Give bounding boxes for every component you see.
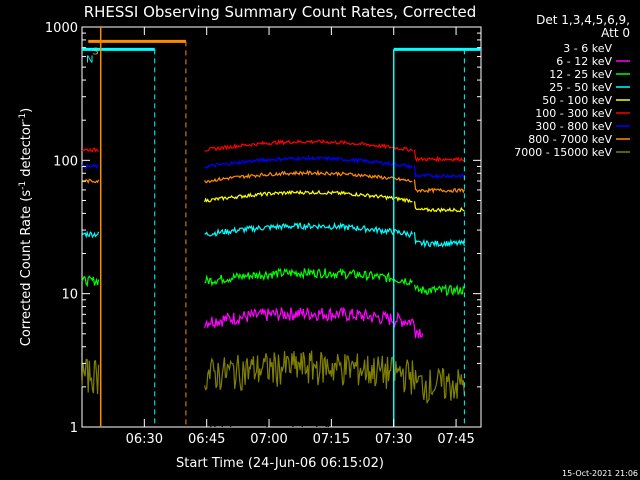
- series-line-5-1: [204, 138, 413, 152]
- legend-label-8: 7000 - 15000 keV: [514, 146, 612, 159]
- series-line-4-1: [413, 201, 465, 213]
- legend-header-2: Att 0: [601, 26, 630, 40]
- series-line-8-0: [81, 358, 100, 395]
- series-line-2-0: [81, 275, 100, 288]
- x-tick-label-4: 07:30: [375, 432, 412, 447]
- legend-label-4: 50 - 100 keV: [542, 94, 612, 107]
- x-tick-label-1: 06:45: [188, 432, 225, 447]
- y-axis-label-main: Corrected Count Rate (s: [19, 190, 34, 347]
- series-line-6-0: [81, 163, 99, 170]
- legend-label-3: 25 - 50 keV: [549, 81, 612, 94]
- series-line-0-0: [208, 374, 335, 428]
- flag-label-0: S: [92, 46, 98, 57]
- y-tick-label-2: 100: [53, 154, 78, 169]
- y-axis-label-end: ): [19, 108, 34, 113]
- y-tick-label-0: 1: [70, 421, 78, 436]
- series-line-7-1: [204, 169, 413, 184]
- legend-header-1: Det 1,3,4,5,6,9,: [536, 13, 630, 27]
- x-axis-label: Start Time (24-Jun-06 06:15:02): [176, 456, 384, 471]
- chart-title: RHESSI Observing Summary Count Rates, Co…: [84, 3, 477, 21]
- legend-label-5: 100 - 300 keV: [535, 107, 612, 120]
- ticks-group: 1 10 100 1000 06:30 06:45 07:00 07:15 07:30 07:45: [45, 21, 481, 447]
- series-line-3-2: [413, 232, 465, 249]
- series-line-2-1: [204, 267, 413, 287]
- legend-label-2: 12 - 25 keV: [549, 68, 612, 81]
- y-tick-label-3: 1000: [45, 21, 78, 36]
- series-line-5-2: [413, 149, 465, 163]
- y-axis-label-mid: detector: [19, 121, 34, 181]
- series-line-2-2: [413, 283, 465, 297]
- legend-label-0: 3 - 6 keV: [563, 42, 612, 55]
- y-axis-label-sup2: -1: [18, 113, 28, 122]
- x-tick-label-0: 06:30: [126, 432, 163, 447]
- y-axis-label-sup1: -1: [18, 181, 28, 190]
- x-tick-label-5: 07:45: [437, 432, 474, 447]
- y-tick-label-1: 10: [61, 288, 78, 303]
- series-line-5-0: [81, 147, 99, 153]
- series-line-6-2: [413, 165, 465, 179]
- legend-label-1: 6 - 12 keV: [556, 55, 612, 68]
- series-group: [81, 138, 465, 428]
- series-line-7-2: [413, 179, 465, 195]
- y-axis-label: Corrected Count Rate (s-1 detector-1): [18, 108, 34, 346]
- series-line-8-1: [204, 350, 465, 404]
- legend-label-6: 300 - 800 keV: [535, 120, 612, 133]
- series-line-3-0: [81, 230, 100, 239]
- flags-group: SN: [82, 27, 481, 427]
- series-line-1-0: [204, 306, 424, 339]
- x-tick-label-2: 07:00: [250, 432, 287, 447]
- series-line-3-1: [204, 221, 413, 238]
- series-line-4-0: [204, 189, 413, 204]
- legend-label-7: 800 - 7000 keV: [528, 133, 612, 146]
- x-tick-label-3: 07:15: [313, 432, 350, 447]
- timestamp: 15-Oct-2021 21:06: [562, 469, 638, 478]
- series-line-6-1: [204, 155, 413, 170]
- series-line-7-0: [81, 178, 100, 184]
- flag-label-1: N: [86, 54, 93, 65]
